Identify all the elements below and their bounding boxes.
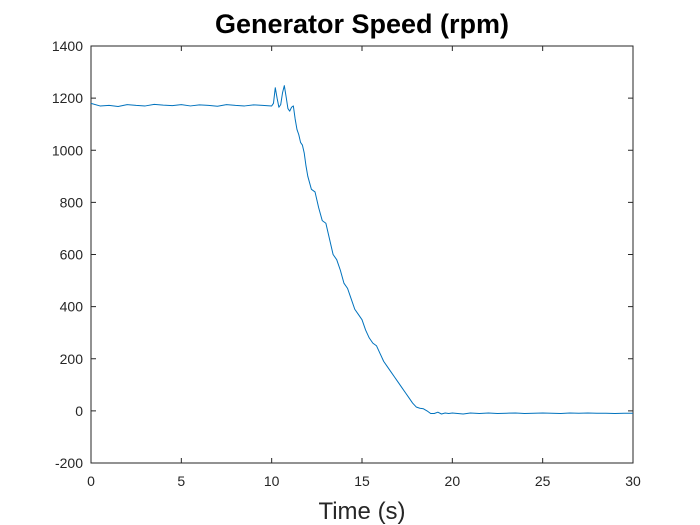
plot-area (90, 45, 634, 464)
x-tick-label: 10 (264, 473, 280, 489)
y-tick-label: 1000 (52, 142, 83, 158)
x-tick-label: 5 (177, 473, 185, 489)
x-tick-label: 30 (625, 473, 641, 489)
series-line (90, 85, 633, 415)
y-tick-label: 0 (75, 403, 83, 419)
x-tick-label: 0 (87, 473, 95, 489)
x-tick-label: 25 (535, 473, 551, 489)
y-axis: -200 0 200 400 600 800 1000 1200 1400 (52, 38, 633, 471)
y-tick-label: 200 (60, 351, 84, 367)
x-axis-label: Time (s) (318, 498, 405, 525)
x-axis: 0 5 10 15 20 25 30 (87, 46, 641, 489)
y-tick-label: 1200 (52, 90, 83, 106)
y-tick-label: 400 (60, 299, 84, 315)
y-tick-label: 1400 (52, 38, 83, 54)
y-tick-label: 800 (60, 194, 84, 210)
chart-title: Generator Speed (rpm) (215, 9, 509, 39)
x-tick-label: 15 (354, 473, 370, 489)
x-tick-label: 20 (445, 473, 461, 489)
y-tick-label: -200 (55, 455, 83, 471)
y-tick-label: 600 (60, 247, 84, 263)
